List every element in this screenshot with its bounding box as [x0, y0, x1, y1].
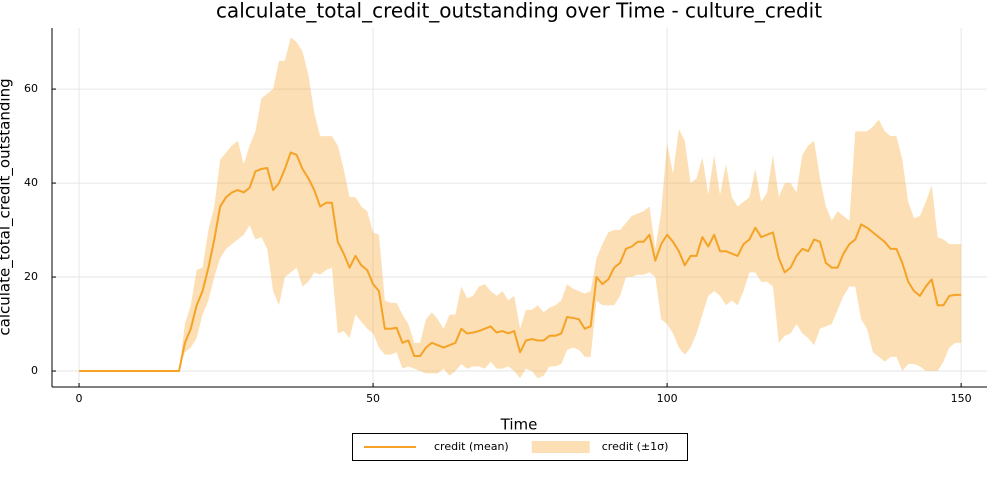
legend-label: credit (±1σ): [602, 440, 669, 453]
chart-title: calculate_total_credit_outstanding over …: [216, 0, 822, 23]
y-axis-label: calculate_total_credit_outstanding: [0, 78, 15, 335]
plot-area: [52, 28, 987, 387]
legend-swatch: [531, 441, 590, 453]
y-tick-label: 0: [31, 364, 38, 377]
x-axis-label: Time: [500, 416, 538, 434]
legend-label: credit (mean): [434, 440, 509, 453]
line: [79, 151, 962, 373]
y-tick-label: 60: [24, 82, 38, 95]
x-tick-label: 50: [366, 392, 380, 405]
y-tick-label: 20: [24, 270, 38, 283]
y-tick-label: 40: [24, 176, 38, 189]
x-tick-label: 100: [657, 392, 678, 405]
x-tick-label: 150: [951, 392, 972, 405]
band: [79, 37, 962, 379]
x-tick-label: 0: [76, 392, 83, 405]
